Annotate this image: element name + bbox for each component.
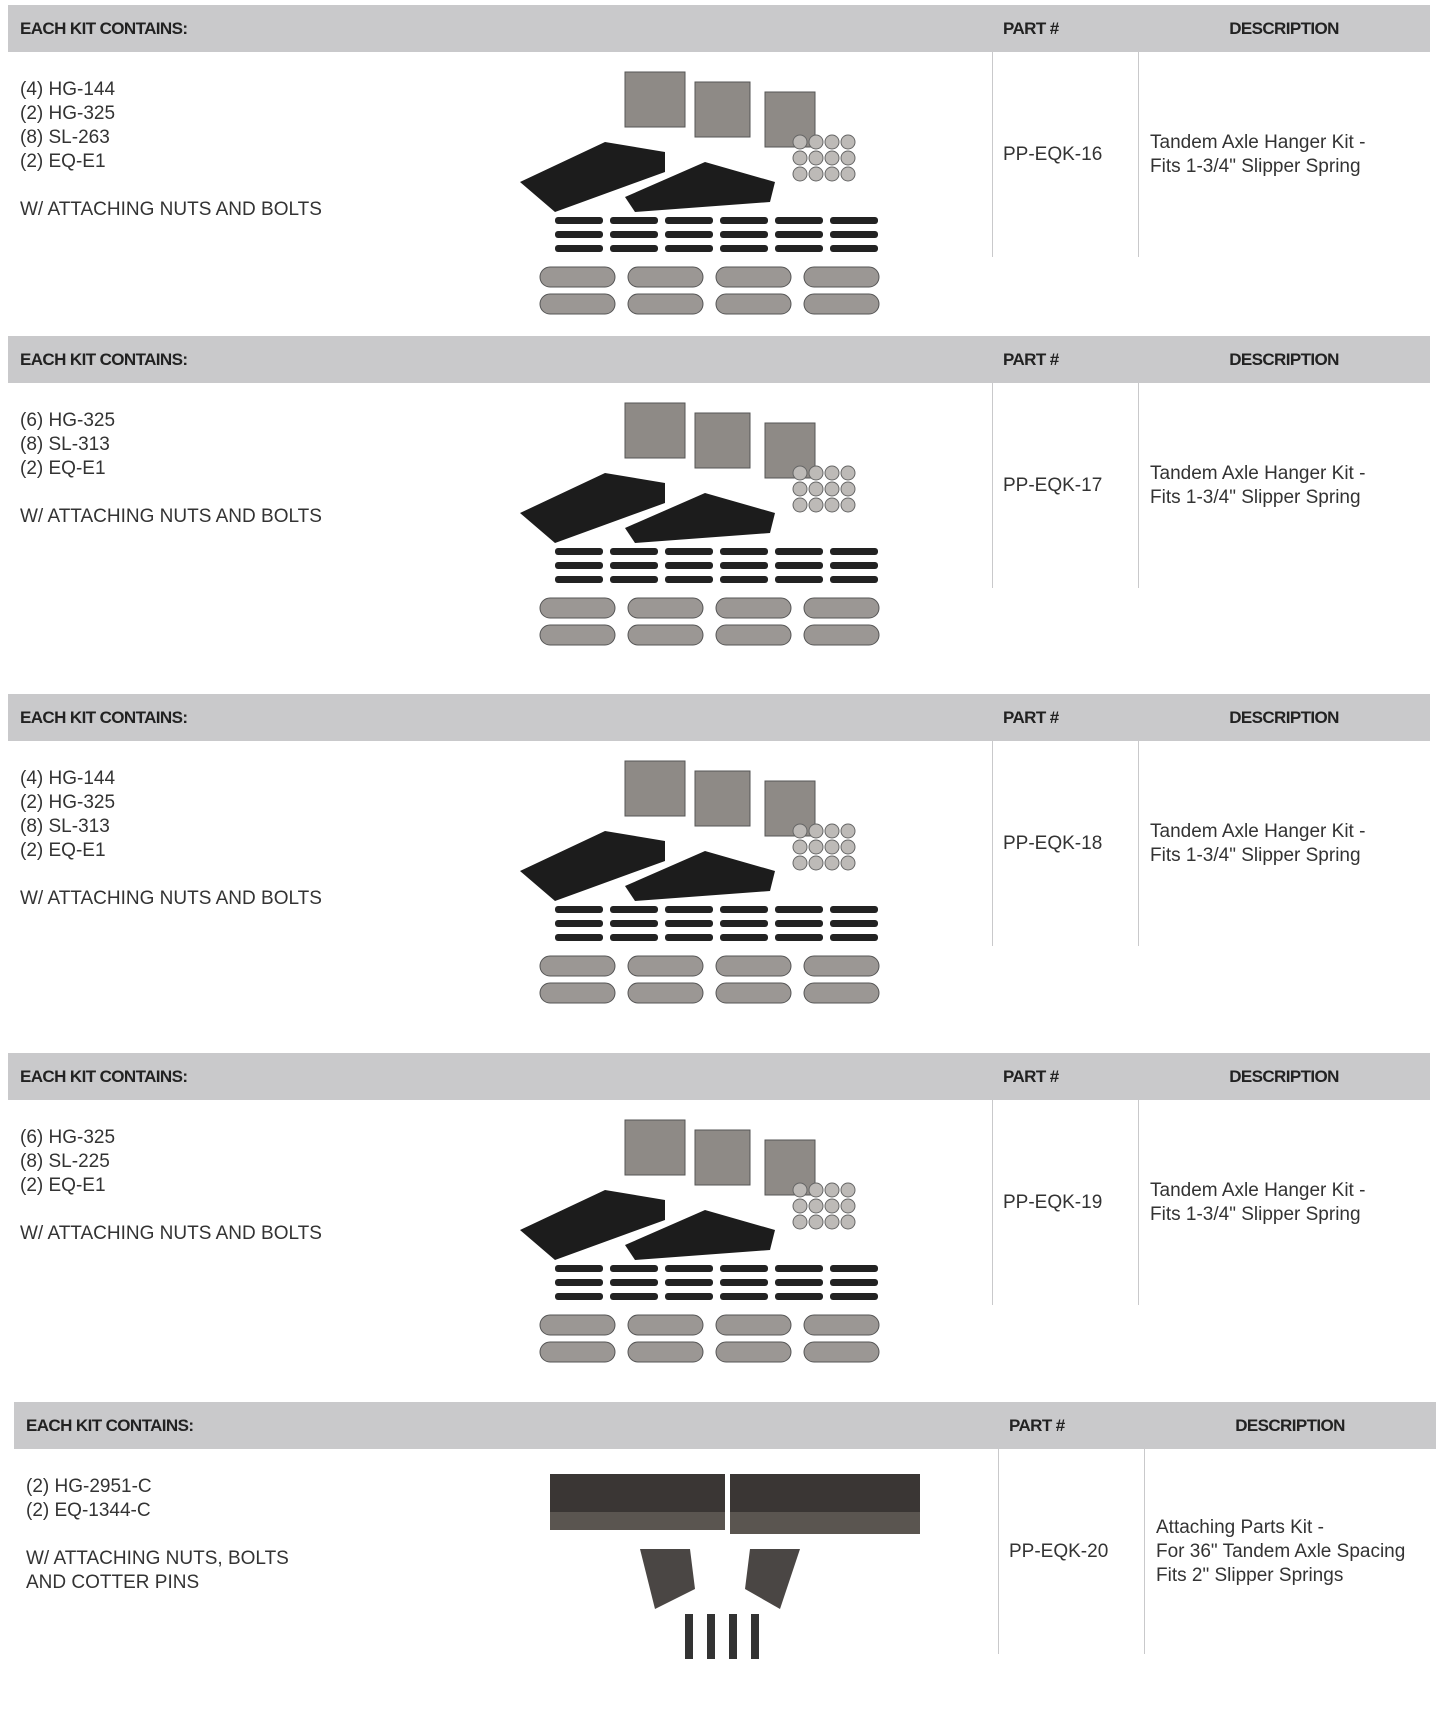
note-line: W/ ATTACHING NUTS AND BOLTS <box>20 888 322 909</box>
header-description: DESCRIPTION <box>1229 19 1339 38</box>
header-description: DESCRIPTION <box>1229 350 1339 369</box>
header-contents: EACH KIT CONTAINS: <box>20 19 188 38</box>
kit-header: EACH KIT CONTAINS: PART # DESCRIPTION <box>14 1402 1436 1449</box>
spacer <box>20 174 322 198</box>
part-number: PP-EQK-17 <box>1003 474 1103 496</box>
description-line: For 36" Tandem Axle Spacing <box>1156 1540 1406 1562</box>
header-contents: EACH KIT CONTAINS: <box>26 1416 194 1435</box>
description-line: Tandem Axle Hanger Kit - <box>1150 820 1366 842</box>
note-line: W/ ATTACHING NUTS AND BOLTS <box>20 506 322 527</box>
spacer <box>20 481 322 505</box>
kit-contents: (6) HG-325 (8) SL-225 (2) EQ-E1 W/ ATTACHIN… <box>20 1126 322 1246</box>
product-photo <box>550 1474 920 1659</box>
kit-header: EACH KIT CONTAINS: PART # DESCRIPTION <box>8 336 1430 383</box>
content-item: (6) HG-325 <box>20 410 116 431</box>
column-divider <box>1138 383 1139 588</box>
kit-header: EACH KIT CONTAINS: PART # DESCRIPTION <box>8 5 1430 52</box>
note-line: W/ ATTACHING NUTS, BOLTS <box>26 1548 289 1569</box>
content-item: (2) EQ-E1 <box>20 151 106 172</box>
content-item: (2) HG-325 <box>20 103 116 124</box>
description: Tandem Axle Hanger Kit - Fits 1-3/4" Slip… <box>1150 131 1365 179</box>
content-item: (2) HG-325 <box>20 792 116 813</box>
description-line: Attaching Parts Kit - <box>1156 1516 1324 1538</box>
column-divider <box>1138 1100 1139 1305</box>
content-item: (8) SL-313 <box>20 816 110 837</box>
header-description: DESCRIPTION <box>1229 708 1339 727</box>
header-contents: EACH KIT CONTAINS: <box>20 1067 188 1086</box>
content-item: (6) HG-325 <box>20 1127 116 1148</box>
content-item: (8) SL-225 <box>20 1151 110 1172</box>
kit-block: EACH KIT CONTAINS: PART # DESCRIPTION (4) H… <box>0 694 1440 1053</box>
content-item: (2) HG-2951-C <box>26 1476 152 1497</box>
column-divider <box>992 741 993 946</box>
description: Tandem Axle Hanger Kit - Fits 1-3/4" Slip… <box>1150 820 1365 868</box>
description: Tandem Axle Hanger Kit - Fits 1-3/4" Slip… <box>1150 1179 1365 1227</box>
header-part: PART # <box>1003 1067 1059 1086</box>
description: Tandem Axle Hanger Kit - Fits 1-3/4" Slip… <box>1150 462 1365 510</box>
kit-contents: (4) HG-144 (2) HG-325 (8) SL-313 (2) EQ-E1 W… <box>20 767 322 911</box>
header-contents: EACH KIT CONTAINS: <box>20 350 188 369</box>
kit-header: EACH KIT CONTAINS: PART # DESCRIPTION <box>8 694 1430 741</box>
content-item: (8) SL-263 <box>20 127 110 148</box>
column-divider <box>1138 741 1139 946</box>
kit-block: EACH KIT CONTAINS: PART # DESCRIPTION (6) H… <box>0 1053 1440 1402</box>
header-part: PART # <box>1003 350 1059 369</box>
description: Attaching Parts Kit - For 36" Tandem Axle… <box>1156 1516 1405 1588</box>
note-line: W/ ATTACHING NUTS AND BOLTS <box>20 199 322 220</box>
column-divider <box>992 1100 993 1305</box>
part-number: PP-EQK-19 <box>1003 1191 1103 1213</box>
column-divider <box>992 52 993 257</box>
header-part: PART # <box>1003 19 1059 38</box>
column-divider <box>998 1449 999 1654</box>
header-description: DESCRIPTION <box>1229 1067 1339 1086</box>
column-divider <box>992 383 993 588</box>
product-photo <box>520 71 880 315</box>
content-item: (2) EQ-E1 <box>20 1175 106 1196</box>
product-photo <box>520 402 880 646</box>
header-part: PART # <box>1009 1416 1065 1435</box>
description-line: Tandem Axle Hanger Kit - <box>1150 131 1366 153</box>
content-item: (4) HG-144 <box>20 79 116 100</box>
note-line: AND COTTER PINS <box>26 1572 200 1593</box>
description-line: Fits 1-3/4" Slipper Spring <box>1150 1203 1361 1225</box>
note-line: W/ ATTACHING NUTS AND BOLTS <box>20 1223 322 1244</box>
description-line: Fits 1-3/4" Slipper Spring <box>1150 155 1361 177</box>
description-line: Fits 1-3/4" Slipper Spring <box>1150 486 1361 508</box>
column-divider <box>1138 52 1139 257</box>
spacer <box>26 1523 289 1547</box>
content-item: (2) EQ-1344-C <box>26 1500 151 1521</box>
description-line: Tandem Axle Hanger Kit - <box>1150 1179 1366 1201</box>
kit-block: EACH KIT CONTAINS: PART # DESCRIPTION (4) H… <box>0 5 1440 336</box>
spacer <box>20 1198 322 1222</box>
part-number: PP-EQK-20 <box>1009 1540 1109 1562</box>
part-number: PP-EQK-18 <box>1003 832 1103 854</box>
header-part: PART # <box>1003 708 1059 727</box>
kit-block: EACH KIT CONTAINS: PART # DESCRIPTION (6) H… <box>0 336 1440 694</box>
content-item: (4) HG-144 <box>20 768 116 789</box>
kit-block: EACH KIT CONTAINS: PART # DESCRIPTION (2) H… <box>0 1402 1440 1701</box>
description-line: Tandem Axle Hanger Kit - <box>1150 462 1366 484</box>
kit-header: EACH KIT CONTAINS: PART # DESCRIPTION <box>8 1053 1430 1100</box>
part-number: PP-EQK-16 <box>1003 143 1103 165</box>
header-contents: EACH KIT CONTAINS: <box>20 708 188 727</box>
header-description: DESCRIPTION <box>1235 1416 1345 1435</box>
content-item: (8) SL-313 <box>20 434 110 455</box>
description-line: Fits 1-3/4" Slipper Spring <box>1150 844 1361 866</box>
kit-contents: (2) HG-2951-C (2) EQ-1344-C W/ ATTACHING N… <box>26 1475 289 1595</box>
kit-contents: (4) HG-144 (2) HG-325 (8) SL-263 (2) EQ-E1 W… <box>20 78 322 222</box>
product-photo <box>520 1119 880 1363</box>
content-item: (2) EQ-E1 <box>20 458 106 479</box>
spacer <box>20 863 322 887</box>
product-photo <box>520 760 880 1004</box>
kit-contents: (6) HG-325 (8) SL-313 (2) EQ-E1 W/ ATTACHIN… <box>20 409 322 529</box>
description-line: Fits 2" Slipper Springs <box>1156 1564 1344 1586</box>
content-item: (2) EQ-E1 <box>20 840 106 861</box>
column-divider <box>1144 1449 1145 1654</box>
